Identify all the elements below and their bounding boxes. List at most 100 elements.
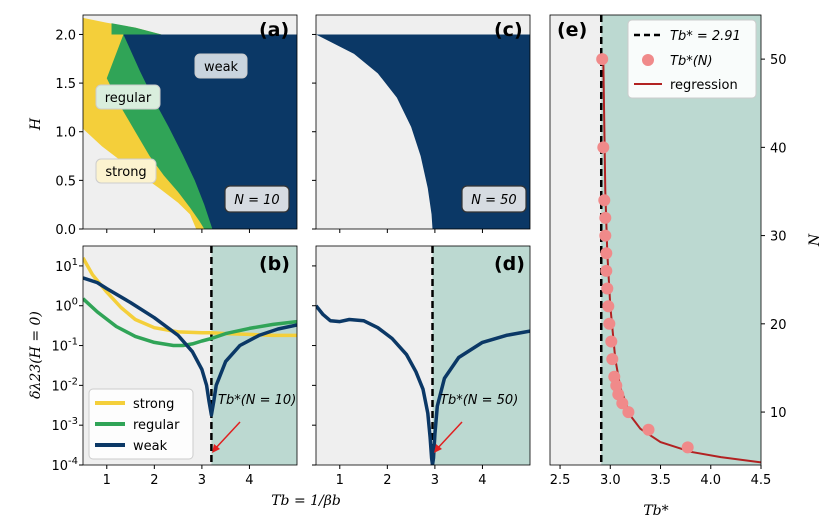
panel-d-label: (d) <box>494 253 525 275</box>
x-tick-label: 3.0 <box>600 473 621 488</box>
panel-c-x-ticks <box>312 33 483 233</box>
y-tick-label: 10-1 <box>51 337 78 355</box>
x-tick-label: 3.5 <box>650 473 671 488</box>
panel-c: (c) N = 50 <box>312 14 531 233</box>
data-point <box>596 53 609 66</box>
weak-region <box>316 34 530 229</box>
x-tick-label: 4.5 <box>751 473 772 488</box>
y-tick-label: 101 <box>55 257 78 275</box>
data-point <box>599 211 612 224</box>
x-tick-label: 1 <box>103 473 111 488</box>
data-point <box>598 194 611 207</box>
regular-label: regular <box>105 91 152 106</box>
panel-a-y-ticks: 0.0 0.5 1.0 1.5 2.0 <box>55 28 83 238</box>
regular-sliver <box>111 23 162 35</box>
y-tick-label: 10-2 <box>51 376 78 394</box>
panel-a: (a) weak regular strong N = 10 0.0 0.5 1.0… <box>28 14 298 238</box>
legend-points-text: Tb*(N) <box>670 54 713 69</box>
x-axis-label-Tb: Tb = 1/βb <box>271 493 341 509</box>
y-tick-label: 20 <box>770 318 787 333</box>
x-tick-label: 2 <box>150 473 158 488</box>
series-strong-b <box>83 256 297 338</box>
arrow-b <box>213 421 241 451</box>
y-tick-label: 2.0 <box>55 28 76 43</box>
y-axis-label-N: N <box>807 233 823 247</box>
arrow-b-head <box>212 444 220 453</box>
series-weak-d <box>316 304 530 465</box>
high-field-region <box>83 15 297 35</box>
y-tick-label: 0.0 <box>55 223 76 238</box>
data-point <box>605 335 618 348</box>
y-axis-label-dlambda: δλ23(H = 0) <box>28 311 44 399</box>
phase-regions-c <box>316 34 530 229</box>
data-point <box>599 229 612 242</box>
x-tick-label: 2 <box>383 473 391 488</box>
panel-e-frame <box>549 14 762 466</box>
legend-strong-text: strong <box>133 397 174 412</box>
legend-regular-text: regular <box>133 418 180 433</box>
y-axis-label-H: H <box>28 117 44 131</box>
y-tick-label: 10-4 <box>51 456 78 474</box>
legend-weak-text: weak <box>133 439 168 454</box>
panel-b-y-ticks: 10-4 10-3 10-2 10-1 100 101 <box>51 257 83 474</box>
panel-d-plot <box>316 246 530 465</box>
data-point <box>616 397 629 410</box>
panel-b-frame <box>82 245 298 466</box>
legend-points-swatch <box>642 54 654 66</box>
data-point <box>600 264 613 277</box>
x-tick-label: 3 <box>431 473 439 488</box>
data-point <box>602 300 615 313</box>
series-weak-b <box>83 276 297 417</box>
panel-e-label: (e) <box>557 19 587 41</box>
data-point <box>622 406 635 419</box>
panel-c-label: (c) <box>494 19 523 41</box>
panel-d-frame <box>315 245 531 466</box>
y-tick-label: 1.5 <box>55 77 76 92</box>
x-tick-label: 3 <box>198 473 206 488</box>
x-tick-label: 1 <box>336 473 344 488</box>
data-point <box>600 247 613 260</box>
legend-regression-text: regression <box>670 78 738 93</box>
n10-label: N = 10 <box>234 193 279 208</box>
x-tick-label: 4 <box>245 473 253 488</box>
panel-b-label: (b) <box>259 253 290 275</box>
panel-c-frame <box>315 14 531 230</box>
y-tick-label: 10-3 <box>51 416 78 434</box>
weak-label: weak <box>204 60 239 75</box>
annotation-b: Tb*(N = 10) <box>218 393 296 408</box>
panel-d: (d) 1 2 3 4 Tb*(N = 50) <box>312 245 531 488</box>
n50-label: N = 50 <box>471 193 516 208</box>
data-point <box>601 282 614 295</box>
annotation-d: Tb*(N = 50) <box>440 393 518 408</box>
n50-box: N = 50 <box>461 185 527 213</box>
legend-b: strong regular weak <box>88 388 194 460</box>
panel-a-frame <box>82 14 298 230</box>
x-tick-label: 2.5 <box>550 473 571 488</box>
data-point <box>597 141 610 154</box>
legend-e: Tb* = 2.91 Tb*(N) regression <box>627 19 757 99</box>
legend-vline-text: Tb* = 2.91 <box>670 29 741 44</box>
data-point <box>681 441 694 454</box>
y-tick-label: 30 <box>770 230 787 245</box>
y-tick-label: 10 <box>770 406 787 421</box>
panel-d-x-ticks: 1 2 3 4 <box>312 265 487 488</box>
strong-region-label: strong <box>95 158 157 184</box>
panel-e-x-ticks: 2.5 3.0 3.5 4.0 4.5 <box>550 465 772 488</box>
weak-region-label: weak <box>194 53 248 79</box>
data-point <box>603 317 616 330</box>
panel-b-plot <box>83 246 297 465</box>
y-tick-label: 100 <box>55 297 78 315</box>
arrow-d <box>435 421 463 451</box>
phase-regions-a <box>83 15 297 229</box>
panel-e-y-ticks: 10 20 30 40 50 <box>761 53 787 421</box>
arrow-d-head <box>434 444 442 453</box>
x-tick-label: 4 <box>478 473 486 488</box>
n10-box: N = 10 <box>224 185 290 213</box>
y-tick-label: 0.5 <box>55 174 76 189</box>
ordered-phase-shade <box>432 246 530 465</box>
x-tick-label: 4.0 <box>700 473 721 488</box>
panel-b-x-ticks: 1 2 3 4 <box>103 465 254 488</box>
data-point <box>642 423 655 436</box>
y-tick-label: 1.0 <box>55 126 76 141</box>
